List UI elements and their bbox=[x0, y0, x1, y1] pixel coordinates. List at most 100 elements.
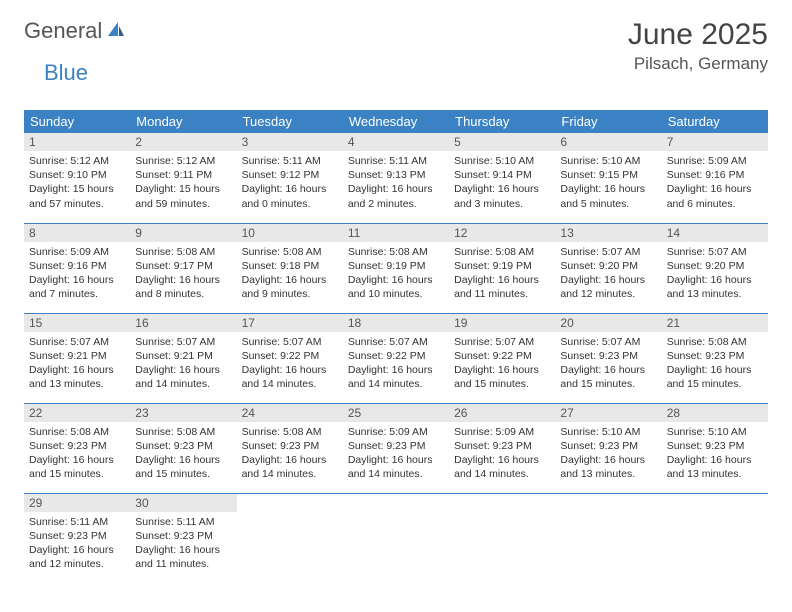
sunrise-text: Sunrise: 5:11 AM bbox=[348, 154, 444, 168]
daylight-text: Daylight: 16 hours and 11 minutes. bbox=[454, 273, 550, 301]
sunrise-text: Sunrise: 5:10 AM bbox=[560, 425, 656, 439]
day-details: Sunrise: 5:07 AMSunset: 9:20 PMDaylight:… bbox=[662, 242, 768, 307]
calendar-cell: 5Sunrise: 5:10 AMSunset: 9:14 PMDaylight… bbox=[449, 133, 555, 223]
day-details: Sunrise: 5:08 AMSunset: 9:19 PMDaylight:… bbox=[449, 242, 555, 307]
calendar-cell: 2Sunrise: 5:12 AMSunset: 9:11 PMDaylight… bbox=[130, 133, 236, 223]
calendar-cell: 20Sunrise: 5:07 AMSunset: 9:23 PMDayligh… bbox=[555, 313, 661, 403]
calendar-cell: 8Sunrise: 5:09 AMSunset: 9:16 PMDaylight… bbox=[24, 223, 130, 313]
day-details: Sunrise: 5:10 AMSunset: 9:14 PMDaylight:… bbox=[449, 151, 555, 216]
day-number: 22 bbox=[24, 404, 130, 422]
daylight-text: Daylight: 15 hours and 57 minutes. bbox=[29, 182, 125, 210]
sunset-text: Sunset: 9:23 PM bbox=[242, 439, 338, 453]
calendar-cell: 29Sunrise: 5:11 AMSunset: 9:23 PMDayligh… bbox=[24, 493, 130, 583]
calendar-cell: 1Sunrise: 5:12 AMSunset: 9:10 PMDaylight… bbox=[24, 133, 130, 223]
day-number: 18 bbox=[343, 314, 449, 332]
daylight-text: Daylight: 16 hours and 12 minutes. bbox=[560, 273, 656, 301]
day-number: 5 bbox=[449, 133, 555, 151]
day-number: 6 bbox=[555, 133, 661, 151]
daylight-text: Daylight: 16 hours and 15 minutes. bbox=[29, 453, 125, 481]
day-number: 16 bbox=[130, 314, 236, 332]
day-number: 24 bbox=[237, 404, 343, 422]
calendar-cell: 4Sunrise: 5:11 AMSunset: 9:13 PMDaylight… bbox=[343, 133, 449, 223]
day-details: Sunrise: 5:08 AMSunset: 9:19 PMDaylight:… bbox=[343, 242, 449, 307]
day-details: Sunrise: 5:07 AMSunset: 9:22 PMDaylight:… bbox=[343, 332, 449, 397]
logo: General bbox=[24, 18, 128, 44]
daylight-text: Daylight: 16 hours and 13 minutes. bbox=[29, 363, 125, 391]
day-details: Sunrise: 5:11 AMSunset: 9:23 PMDaylight:… bbox=[130, 512, 236, 577]
calendar-cell bbox=[555, 493, 661, 583]
day-details: Sunrise: 5:08 AMSunset: 9:23 PMDaylight:… bbox=[24, 422, 130, 487]
calendar-cell: 27Sunrise: 5:10 AMSunset: 9:23 PMDayligh… bbox=[555, 403, 661, 493]
day-number: 17 bbox=[237, 314, 343, 332]
sunrise-text: Sunrise: 5:08 AM bbox=[242, 245, 338, 259]
sunset-text: Sunset: 9:23 PM bbox=[667, 349, 763, 363]
calendar-cell: 30Sunrise: 5:11 AMSunset: 9:23 PMDayligh… bbox=[130, 493, 236, 583]
sunset-text: Sunset: 9:23 PM bbox=[135, 439, 231, 453]
calendar-cell: 25Sunrise: 5:09 AMSunset: 9:23 PMDayligh… bbox=[343, 403, 449, 493]
calendar-cell: 28Sunrise: 5:10 AMSunset: 9:23 PMDayligh… bbox=[662, 403, 768, 493]
sunrise-text: Sunrise: 5:07 AM bbox=[135, 335, 231, 349]
calendar-cell: 6Sunrise: 5:10 AMSunset: 9:15 PMDaylight… bbox=[555, 133, 661, 223]
calendar-cell: 23Sunrise: 5:08 AMSunset: 9:23 PMDayligh… bbox=[130, 403, 236, 493]
daylight-text: Daylight: 15 hours and 59 minutes. bbox=[135, 182, 231, 210]
day-details: Sunrise: 5:07 AMSunset: 9:23 PMDaylight:… bbox=[555, 332, 661, 397]
sunset-text: Sunset: 9:23 PM bbox=[135, 529, 231, 543]
sunset-text: Sunset: 9:23 PM bbox=[348, 439, 444, 453]
sunrise-text: Sunrise: 5:09 AM bbox=[454, 425, 550, 439]
day-details: Sunrise: 5:10 AMSunset: 9:15 PMDaylight:… bbox=[555, 151, 661, 216]
sunset-text: Sunset: 9:22 PM bbox=[242, 349, 338, 363]
daylight-text: Daylight: 16 hours and 15 minutes. bbox=[667, 363, 763, 391]
sunset-text: Sunset: 9:23 PM bbox=[560, 439, 656, 453]
daylight-text: Daylight: 16 hours and 11 minutes. bbox=[135, 543, 231, 571]
sunset-text: Sunset: 9:19 PM bbox=[348, 259, 444, 273]
day-number: 19 bbox=[449, 314, 555, 332]
calendar-table: Sunday Monday Tuesday Wednesday Thursday… bbox=[24, 110, 768, 583]
day-details: Sunrise: 5:08 AMSunset: 9:17 PMDaylight:… bbox=[130, 242, 236, 307]
sunrise-text: Sunrise: 5:11 AM bbox=[29, 515, 125, 529]
calendar-cell: 19Sunrise: 5:07 AMSunset: 9:22 PMDayligh… bbox=[449, 313, 555, 403]
daylight-text: Daylight: 16 hours and 14 minutes. bbox=[348, 453, 444, 481]
day-number: 1 bbox=[24, 133, 130, 151]
daylight-text: Daylight: 16 hours and 15 minutes. bbox=[454, 363, 550, 391]
calendar-cell: 18Sunrise: 5:07 AMSunset: 9:22 PMDayligh… bbox=[343, 313, 449, 403]
day-number: 20 bbox=[555, 314, 661, 332]
day-details: Sunrise: 5:08 AMSunset: 9:18 PMDaylight:… bbox=[237, 242, 343, 307]
day-number: 26 bbox=[449, 404, 555, 422]
day-number: 27 bbox=[555, 404, 661, 422]
sunrise-text: Sunrise: 5:09 AM bbox=[29, 245, 125, 259]
sunrise-text: Sunrise: 5:12 AM bbox=[29, 154, 125, 168]
sunrise-text: Sunrise: 5:10 AM bbox=[667, 425, 763, 439]
sunset-text: Sunset: 9:23 PM bbox=[667, 439, 763, 453]
calendar-cell bbox=[449, 493, 555, 583]
daylight-text: Daylight: 16 hours and 13 minutes. bbox=[667, 273, 763, 301]
weekday-heading: Sunday bbox=[24, 110, 130, 133]
sunrise-text: Sunrise: 5:08 AM bbox=[242, 425, 338, 439]
daylight-text: Daylight: 16 hours and 2 minutes. bbox=[348, 182, 444, 210]
sunrise-text: Sunrise: 5:08 AM bbox=[29, 425, 125, 439]
sunrise-text: Sunrise: 5:07 AM bbox=[348, 335, 444, 349]
sunrise-text: Sunrise: 5:07 AM bbox=[454, 335, 550, 349]
daylight-text: Daylight: 16 hours and 14 minutes. bbox=[348, 363, 444, 391]
sail-icon bbox=[106, 20, 126, 43]
day-number: 7 bbox=[662, 133, 768, 151]
sunset-text: Sunset: 9:21 PM bbox=[29, 349, 125, 363]
day-details: Sunrise: 5:10 AMSunset: 9:23 PMDaylight:… bbox=[662, 422, 768, 487]
day-details: Sunrise: 5:09 AMSunset: 9:16 PMDaylight:… bbox=[24, 242, 130, 307]
sunrise-text: Sunrise: 5:07 AM bbox=[560, 335, 656, 349]
sunset-text: Sunset: 9:16 PM bbox=[667, 168, 763, 182]
sunrise-text: Sunrise: 5:07 AM bbox=[667, 245, 763, 259]
sunrise-text: Sunrise: 5:11 AM bbox=[135, 515, 231, 529]
calendar-cell: 17Sunrise: 5:07 AMSunset: 9:22 PMDayligh… bbox=[237, 313, 343, 403]
day-number: 11 bbox=[343, 224, 449, 242]
sunset-text: Sunset: 9:17 PM bbox=[135, 259, 231, 273]
sunset-text: Sunset: 9:16 PM bbox=[29, 259, 125, 273]
sunrise-text: Sunrise: 5:07 AM bbox=[242, 335, 338, 349]
day-details: Sunrise: 5:08 AMSunset: 9:23 PMDaylight:… bbox=[237, 422, 343, 487]
sunrise-text: Sunrise: 5:08 AM bbox=[667, 335, 763, 349]
day-number: 13 bbox=[555, 224, 661, 242]
calendar-cell: 13Sunrise: 5:07 AMSunset: 9:20 PMDayligh… bbox=[555, 223, 661, 313]
logo-text-general: General bbox=[24, 18, 102, 44]
calendar-cell: 26Sunrise: 5:09 AMSunset: 9:23 PMDayligh… bbox=[449, 403, 555, 493]
day-number: 28 bbox=[662, 404, 768, 422]
sunrise-text: Sunrise: 5:07 AM bbox=[560, 245, 656, 259]
